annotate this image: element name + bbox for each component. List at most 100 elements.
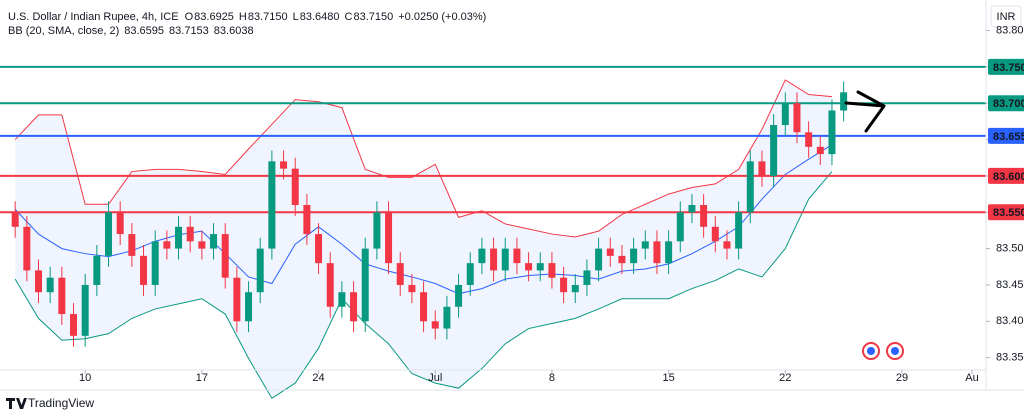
brand-logo (6, 398, 27, 409)
candle-body (793, 103, 801, 133)
candle-body (245, 292, 253, 322)
flag-icon-inner (867, 347, 875, 355)
y-tick-label: 83.800 (996, 24, 1024, 36)
candle-body (746, 161, 754, 213)
candle-body (361, 248, 369, 322)
x-tick-label: 15 (662, 372, 674, 384)
candle-body (163, 241, 171, 249)
ohlc-key: H (239, 11, 247, 23)
candle-body (338, 292, 346, 307)
y-tick-label: 83.450 (996, 279, 1024, 291)
level-tag (988, 204, 1024, 221)
candle-body (151, 241, 159, 285)
candle-body (525, 263, 533, 271)
band-upper (14, 79, 833, 238)
candle-body (420, 292, 428, 322)
indicator-value: 83.6595 (124, 25, 164, 37)
candle-body (23, 226, 31, 271)
ohlc-key: C (345, 11, 353, 23)
candle-body (676, 212, 684, 242)
band-middle (14, 144, 833, 295)
chart-title: U.S. Dollar / Indian Rupee, 4h, ICE (8, 11, 179, 23)
level-tag (988, 127, 1024, 144)
candle-body (35, 270, 43, 293)
candle-body (466, 263, 474, 285)
candle-body (11, 212, 19, 227)
band-fill (15, 79, 832, 399)
x-tick-label: 22 (779, 372, 791, 384)
x-tick-label: 8 (549, 372, 555, 384)
currency-button[interactable] (990, 5, 1022, 28)
level-label: 83.600 (993, 171, 1024, 183)
level-tag (988, 167, 1024, 184)
ohlc-value: 83.6480 (300, 11, 340, 23)
band-lower (14, 171, 833, 400)
candle-body (175, 226, 183, 249)
level-label: 83.750 (993, 62, 1024, 74)
candle-body (303, 204, 311, 235)
candle-body (536, 263, 544, 271)
level-label: 83.700 (993, 98, 1024, 110)
candle-body (70, 314, 78, 336)
candle-body (140, 255, 148, 285)
candle-body (291, 168, 299, 205)
candle-body (81, 284, 89, 336)
x-tick-label: 29 (896, 372, 908, 384)
candle-body (665, 241, 673, 264)
candle-body (781, 103, 789, 126)
currency-label[interactable]: INR (997, 11, 1016, 23)
candle-body (618, 255, 626, 264)
candle-body (816, 146, 824, 155)
y-tick-label: 83.400 (996, 315, 1024, 327)
candle-body (326, 263, 334, 307)
candle-body (723, 241, 731, 249)
candle-body (350, 292, 358, 322)
candle-body (490, 248, 498, 271)
candle-body (770, 125, 778, 176)
candle-body (583, 270, 591, 285)
candle-body (105, 212, 113, 256)
candle-body (280, 161, 288, 169)
candle-body (571, 284, 579, 293)
candle-body (58, 277, 66, 315)
candle-body (630, 248, 638, 264)
x-tick-label: Au (965, 372, 978, 384)
candle-body (735, 212, 743, 249)
candle-body (268, 161, 276, 249)
level-label: 83.655 (993, 131, 1024, 143)
candle-body (256, 248, 264, 293)
brand: TradingView (28, 396, 94, 410)
ohlc-key: O (185, 11, 194, 23)
candle-body (385, 212, 393, 264)
candle-body (455, 284, 463, 307)
candle-body (840, 92, 848, 111)
candle-body (688, 204, 696, 213)
level-tag (988, 95, 1024, 112)
flag-icon-inner (891, 347, 899, 355)
candle-body (595, 248, 603, 271)
candle-body (606, 248, 614, 256)
candle-body (233, 277, 241, 322)
candle-body (373, 212, 381, 249)
candle-body (128, 234, 136, 256)
indicator-value: 83.7153 (169, 25, 209, 37)
candle-body (828, 110, 836, 155)
candle-body (431, 321, 439, 329)
candle-body (396, 263, 404, 285)
candle-body (560, 277, 568, 293)
candle-body (116, 212, 124, 235)
candle-body (478, 248, 486, 264)
candle-body (700, 204, 708, 227)
y-tick-label: 83.500 (996, 243, 1024, 255)
ohlc-value: 83.6925 (194, 11, 234, 23)
candle-body (221, 234, 229, 278)
candle-body (210, 234, 218, 249)
level-label: 83.550 (993, 207, 1024, 219)
flag-icons (862, 342, 904, 360)
indicator-value: 83.6038 (214, 25, 254, 37)
ohlc-value: 83.7150 (248, 11, 288, 23)
x-tick-label: 17 (196, 372, 208, 384)
candle-body (805, 132, 813, 147)
